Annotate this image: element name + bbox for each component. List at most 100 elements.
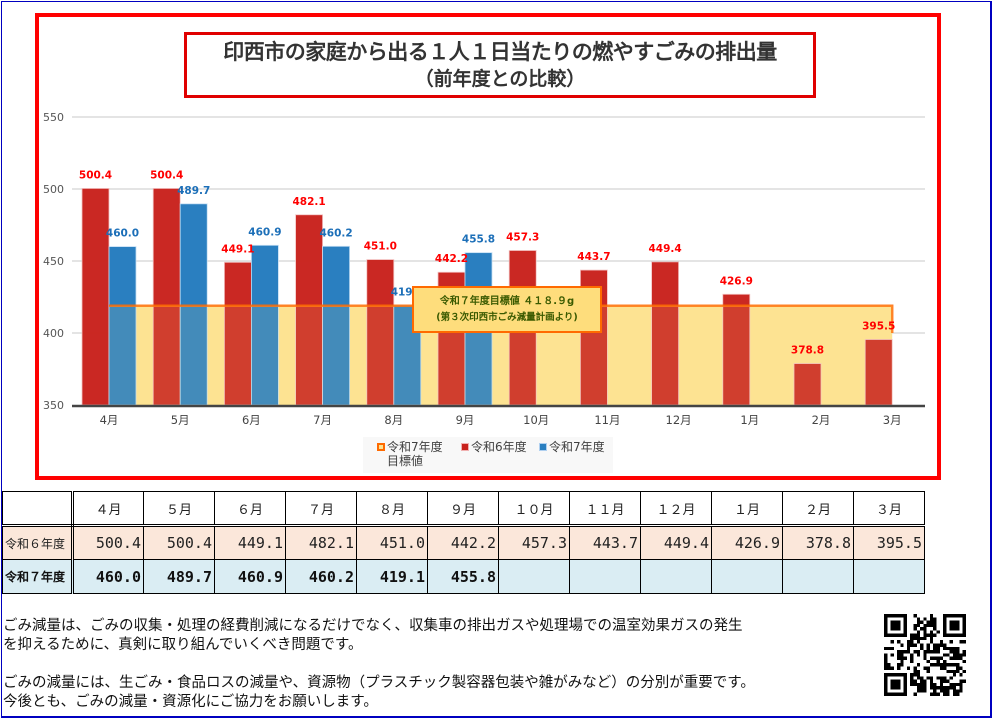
data-label-r6: 482.1 <box>292 196 325 208</box>
legend-swatch-r6 <box>461 443 469 451</box>
table-header-cell: ６月 <box>214 491 286 527</box>
data-label-r7: 460.0 <box>106 228 139 240</box>
note-paragraph-1-line-2: を抑えるために、真剣に取り組んでいくべき問題です。 <box>3 637 363 653</box>
table-cell <box>569 559 641 594</box>
bar-r6-8 <box>651 261 679 406</box>
bar-r7-1 <box>179 203 208 406</box>
table-header-cell: １月 <box>711 491 783 527</box>
y-tick-label: 400 <box>43 327 64 340</box>
bar-r6-11 <box>864 339 893 406</box>
data-label-r6: 378.8 <box>791 345 824 357</box>
table-cell: 457.3 <box>498 525 570 560</box>
data-label-r6: 426.9 <box>720 275 753 287</box>
table-row-label: 令和６年度 <box>2 525 74 560</box>
table-row-r6: 令和６年度 500.4 500.4 449.1 482.1 451.0 442.… <box>2 525 925 560</box>
annotation-line-1: 令和７年度目標値 ４１８.９g <box>439 294 574 307</box>
chart-title: 印西市の家庭から出る１人１日当たりの燃やすごみの排出量 <box>223 40 777 64</box>
legend-item-target: 令和7年度 目標値 <box>377 440 443 468</box>
table-header-cell: ８月 <box>356 491 428 527</box>
annotation-box <box>412 286 602 333</box>
data-label-r6: 457.3 <box>506 231 539 243</box>
table-cell <box>711 559 783 594</box>
y-tick-label: 500 <box>43 183 64 196</box>
table-header-cell: １２月 <box>640 491 712 527</box>
table-cell <box>498 559 570 594</box>
x-tick-label: 3月 <box>883 413 902 427</box>
data-label-r7: 489.7 <box>177 185 210 197</box>
table-cell: 442.2 <box>427 525 499 560</box>
legend-item-r6: 令和6年度 <box>461 440 527 454</box>
legend-item-r7: 令和7年度 <box>539 440 605 454</box>
bar-r6-1 <box>152 188 181 406</box>
note-paragraph-1-line-1: ごみ減量は、ごみの収集・処理の経費削減になるだけでなく、収集車の排出ガスや処理場… <box>3 618 743 634</box>
table-cell: 449.4 <box>640 525 712 560</box>
table-header-cell: ９月 <box>427 491 499 527</box>
table-row-label: 令和７年度 <box>2 559 74 594</box>
x-tick-label: 11月 <box>594 413 620 427</box>
target-line <box>109 304 894 333</box>
table-cell: 443.7 <box>569 525 641 560</box>
table-header-cell: １０月 <box>498 491 570 527</box>
bar-r7-2 <box>250 244 279 406</box>
table-header-cell: ３月 <box>853 491 925 527</box>
x-tick-label: 8月 <box>384 413 403 427</box>
table-header-cell: ２月 <box>782 491 854 527</box>
x-tick-label: 4月 <box>100 413 119 427</box>
x-tick-label: 1月 <box>740 413 759 427</box>
table-cell: 500.4 <box>143 525 215 560</box>
bar-r7-3 <box>322 245 351 406</box>
bar-r6-10 <box>793 363 822 406</box>
table-cell: 426.9 <box>711 525 783 560</box>
table-cell: 500.4 <box>72 525 144 560</box>
table-cell: 395.5 <box>853 525 925 560</box>
x-tick-label: 10月 <box>523 413 549 427</box>
table-header-cell: ７月 <box>285 491 357 527</box>
data-label-r6: 451.0 <box>364 241 397 253</box>
table-cell: 378.8 <box>782 525 854 560</box>
chart-title-box: 印西市の家庭から出る１人１日当たりの燃やすごみの排出量 （前年度との比較） <box>184 32 816 98</box>
data-label-r6: 395.5 <box>862 320 895 332</box>
data-label-r7: 460.9 <box>248 226 281 238</box>
table-cell <box>640 559 712 594</box>
table-header-cell: ４月 <box>72 491 144 527</box>
legend-label-r7: 令和7年度 <box>549 440 605 454</box>
x-tick-label: 2月 <box>812 413 831 427</box>
bar-chart: 350 400 450 500 550 500.4 460.0 500.4 489.7 449.1… <box>43 111 925 427</box>
table-cell: 460.0 <box>72 559 144 594</box>
x-tick-label: 6月 <box>242 413 261 427</box>
legend-label-target: 令和7年度 目標値 <box>387 440 443 468</box>
chart-legend: 令和7年度 目標値 令和6年度 令和7年度 <box>363 437 613 473</box>
table-cell: 451.0 <box>356 525 428 560</box>
table-cell: 489.7 <box>143 559 215 594</box>
data-label-r6: 442.2 <box>435 253 468 265</box>
data-label-r6: 500.4 <box>150 169 183 181</box>
bar-r6-0 <box>81 188 110 406</box>
table-cell: 419.1 <box>356 559 428 594</box>
legend-swatch-target <box>377 443 385 451</box>
data-label-r6: 449.4 <box>648 243 681 255</box>
y-tick-label: 550 <box>43 111 64 124</box>
qr-code-icon[interactable] <box>884 614 966 696</box>
table-cell: 482.1 <box>285 525 357 560</box>
table-header-cell: ５月 <box>143 491 215 527</box>
chart-frame <box>35 13 941 480</box>
table-cell: 460.2 <box>285 559 357 594</box>
data-label-r6: 443.7 <box>577 251 610 263</box>
bar-r6-9 <box>722 293 751 406</box>
note-paragraph-2-line-2: 今後とも、ごみの減量・資源化にご協力をお願いします。 <box>3 694 378 710</box>
data-label-r6: 449.1 <box>221 243 254 255</box>
x-tick-label: 12月 <box>666 413 692 427</box>
data-table: ４月 ５月 ６月 ７月 ８月 ９月 １０月 １１月 １２月 １月 ２月 ３月 令… <box>2 491 925 594</box>
table-cell: 460.9 <box>214 559 286 594</box>
legend-label-r6: 令和6年度 <box>471 440 527 454</box>
legend-swatch-r7 <box>539 443 547 451</box>
annotation-line-2: (第３次印西市ごみ減量計画より) <box>436 311 578 323</box>
table-header-cell <box>2 491 74 527</box>
data-label-r7: 460.2 <box>319 227 352 239</box>
y-tick-label: 450 <box>43 255 64 268</box>
data-label-r6: 500.4 <box>79 169 112 181</box>
data-label-r7: 455.8 <box>462 234 495 246</box>
x-tick-label: 9月 <box>456 413 475 427</box>
table-row-r7: 令和７年度 460.0 489.7 460.9 460.2 419.1 455.… <box>2 559 925 594</box>
